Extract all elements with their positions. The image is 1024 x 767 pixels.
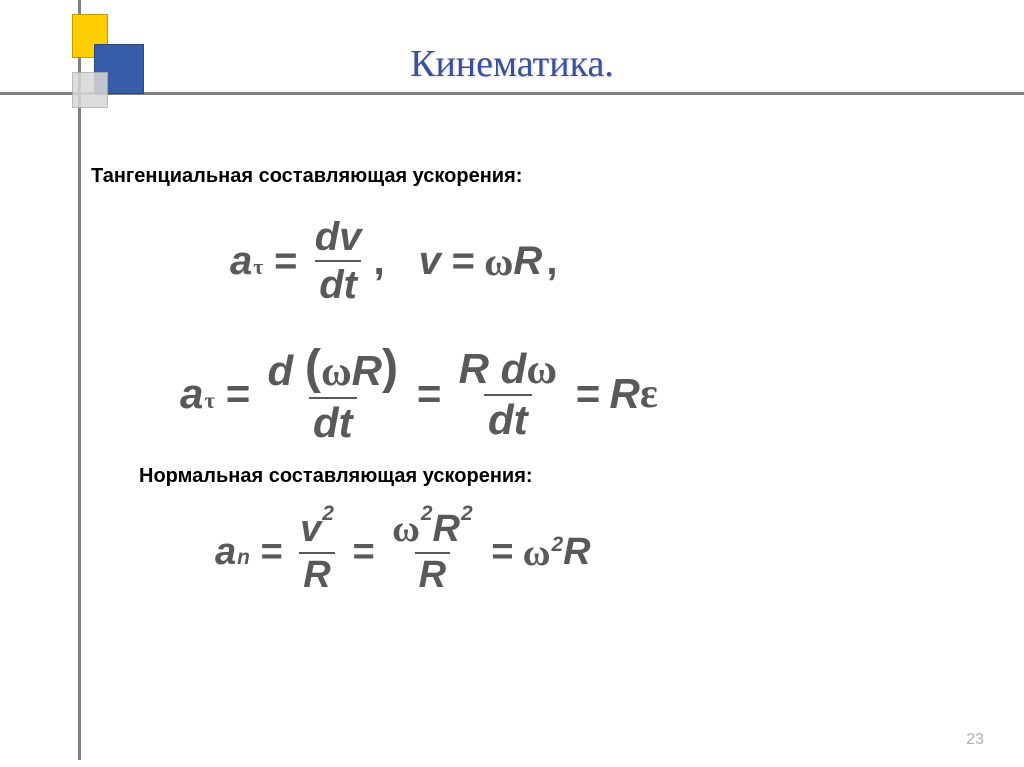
frac-den: dt bbox=[315, 260, 361, 306]
equation-tangential-1: aτ = dv dt , v = ωR, bbox=[230, 216, 984, 306]
frac-den: R bbox=[299, 552, 334, 596]
equation-tangential-2: aτ = d (ωR) dt = R dω dt = Rε bbox=[180, 344, 984, 445]
frac-num: R dω bbox=[455, 347, 561, 394]
var-a: a bbox=[180, 370, 203, 418]
var-a: a bbox=[215, 531, 236, 574]
heading-tangential: Тангенциальная составляющая ускорения: bbox=[91, 165, 984, 188]
var-R: R bbox=[513, 239, 542, 284]
fraction-dwR-dt: d (ωR) dt bbox=[260, 344, 407, 445]
sub-n: n bbox=[237, 546, 250, 570]
slide-content: Тангенциальная составляющая ускорения: a… bbox=[85, 165, 984, 596]
frac-num: dv bbox=[311, 216, 366, 260]
page-number: 23 bbox=[966, 731, 984, 749]
var-a: a bbox=[230, 239, 252, 284]
frac-den: dt bbox=[484, 394, 532, 442]
equation-normal: an = v2 R = ω2R2 R = ω2R bbox=[215, 510, 984, 596]
sym-omega: ω bbox=[484, 238, 513, 285]
frac-den: R bbox=[415, 552, 450, 596]
comma: , bbox=[373, 239, 384, 284]
fraction-dv-dt: dv dt bbox=[307, 216, 370, 306]
var-R: R bbox=[610, 370, 640, 418]
sym-epsilon: ε bbox=[640, 370, 658, 418]
comma-2: , bbox=[546, 239, 557, 284]
fraction-v2-R: v2 R bbox=[292, 510, 342, 596]
var-R: R bbox=[563, 531, 590, 574]
heading-normal: Нормальная составляющая ускорения: bbox=[139, 465, 984, 488]
fraction-Rdw-dt: R dω dt bbox=[451, 347, 565, 442]
var-v: v bbox=[419, 239, 441, 284]
sub-tau: τ bbox=[204, 387, 215, 414]
frac-num: v2 bbox=[296, 510, 338, 552]
frac-num: d (ωR) bbox=[264, 344, 403, 397]
sub-tau: τ bbox=[253, 254, 263, 280]
sym-omega: ω bbox=[523, 531, 551, 575]
slide-title: Кинематика. bbox=[0, 42, 1024, 86]
frac-den: dt bbox=[309, 397, 357, 445]
frac-num: ω2R2 bbox=[388, 510, 476, 552]
fraction-w2R2-R: ω2R2 R bbox=[384, 510, 480, 596]
